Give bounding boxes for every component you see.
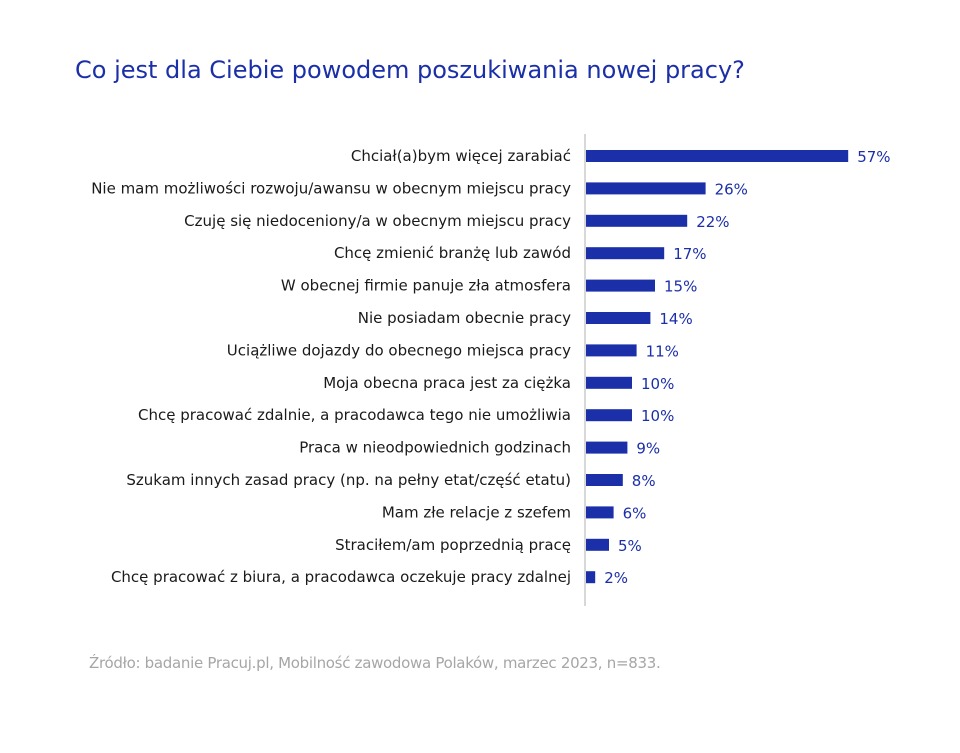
category-label: Chcę pracować z biura, a pracodawca ocze… <box>111 568 571 586</box>
source-note: Źródło: badanie Pracuj.pl, Mobilność zaw… <box>89 654 661 672</box>
category-label: Chcę zmienić branżę lub zawód <box>334 244 571 262</box>
bar <box>586 506 614 519</box>
value-label: 2% <box>604 569 628 587</box>
value-label: 9% <box>636 440 660 458</box>
category-label: Czuję się niedoceniony/a w obecnym miejs… <box>184 212 571 230</box>
bars-group: Chciał(a)bym więcej zarabiać 57% Nie mam m… <box>91 147 890 587</box>
bar <box>586 474 623 486</box>
category-label: Szukam innych zasad pracy (np. na pełny … <box>126 471 571 489</box>
value-label: 26% <box>715 180 748 198</box>
value-label: 10% <box>641 375 674 393</box>
value-label: 8% <box>632 472 656 490</box>
category-label: Chcę pracować zdalnie, a pracodawca tego… <box>138 406 571 424</box>
value-label: 6% <box>623 504 647 522</box>
category-label: Uciążliwe dojazdy do obecnego miejsca pr… <box>227 341 571 359</box>
bar <box>586 571 596 584</box>
bar <box>586 279 655 292</box>
value-label: 14% <box>659 310 692 328</box>
value-label: 15% <box>664 278 697 296</box>
bar <box>586 312 651 324</box>
category-label: Mam złe relacje z szefem <box>382 503 571 521</box>
value-label: 22% <box>696 213 729 231</box>
category-label: W obecnej firmie panuje zła atmosfera <box>281 277 571 295</box>
chart-title: Co jest dla Ciebie powodem poszukiwania … <box>75 56 745 84</box>
bar <box>586 182 706 195</box>
value-label: 5% <box>618 537 642 555</box>
value-label: 57% <box>857 148 890 166</box>
bar <box>586 409 632 422</box>
category-label: Nie posiadam obecnie pracy <box>358 309 571 327</box>
value-label: 11% <box>646 342 679 360</box>
bar <box>586 376 632 389</box>
bar <box>586 214 688 227</box>
category-label: Straciłem/am poprzednią pracę <box>335 536 571 554</box>
value-label: 10% <box>641 407 674 425</box>
category-label: Chciał(a)bym więcej zarabiać <box>351 147 571 165</box>
value-label: 17% <box>673 245 706 263</box>
bar <box>586 441 628 454</box>
bar <box>586 150 849 162</box>
bar <box>586 538 609 551</box>
category-label: Nie mam możliwości rozwoju/awansu w obec… <box>91 179 571 197</box>
category-label: Praca w nieodpowiednich godzinach <box>299 439 571 457</box>
bar <box>586 247 665 260</box>
category-label: Moja obecna praca jest za ciężka <box>323 374 571 392</box>
bar <box>586 344 637 357</box>
